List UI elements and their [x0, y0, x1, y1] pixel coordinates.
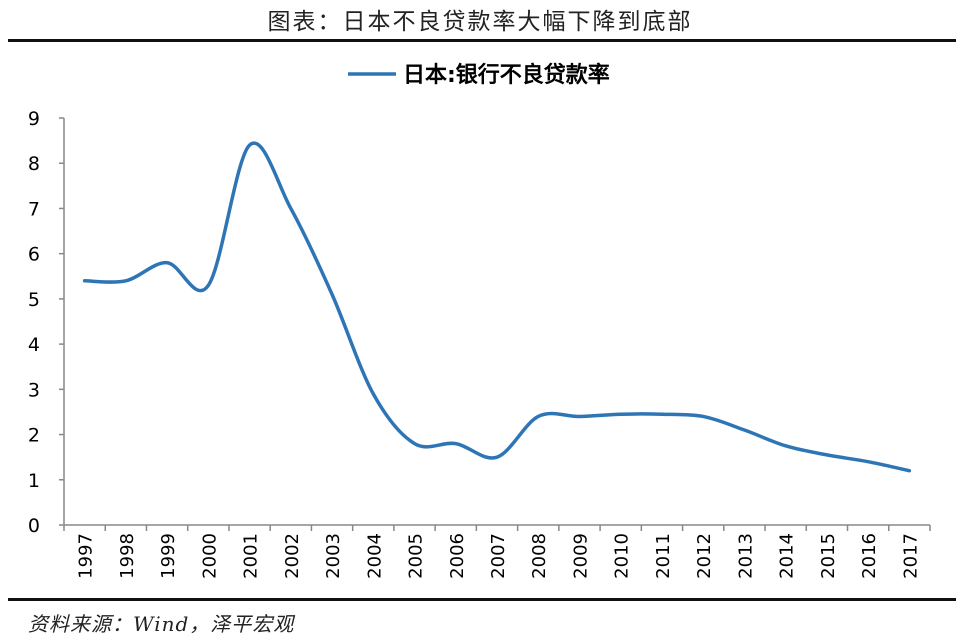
x-tick-label: 2012: [694, 533, 715, 579]
x-tick-label: 2015: [818, 533, 839, 579]
y-tick-label: 3: [28, 379, 40, 401]
data-point: [331, 293, 334, 296]
x-tick-label: 1998: [117, 533, 138, 579]
x-tick-label: 2009: [570, 533, 591, 579]
x-tick-label: 1999: [158, 533, 179, 579]
legend: 日本:银行不良贷款率: [348, 62, 610, 88]
y-axis: 0 1 2 3 4 5 6 7 8 9: [28, 108, 65, 537]
series-layer: [82, 141, 912, 473]
x-tick-label: 2016: [859, 533, 880, 579]
data-point: [825, 453, 828, 456]
x-tick-label: 2007: [488, 533, 509, 579]
data-point: [660, 413, 663, 416]
x-tick-label: 2006: [447, 533, 468, 579]
y-tick-label: 2: [28, 425, 40, 447]
y-tick-label: 8: [28, 153, 40, 175]
legend-label: 日本:银行不良贷款率: [403, 62, 610, 88]
source-note: 资料来源：Wind，泽平宏观: [28, 612, 295, 636]
figure-title: 图表：日本不良贷款率大幅下降到底部: [267, 9, 693, 35]
x-tick-label: 2008: [529, 533, 550, 579]
y-tick-label: 0: [28, 515, 40, 537]
y-tick-label: 9: [28, 108, 40, 130]
data-point: [124, 279, 127, 282]
series-line: [82, 141, 912, 473]
x-axis: 1997 1998 1999 2000 2001 2002 2003 2004 2005 2006…: [63, 524, 931, 579]
y-tick-label: 1: [28, 470, 40, 492]
x-tick-label: 2000: [199, 533, 220, 579]
data-point: [372, 392, 375, 395]
x-tick-label: 2014: [777, 533, 798, 579]
data-point: [908, 469, 911, 472]
x-tick-label: 2003: [323, 533, 344, 579]
data-point: [289, 207, 292, 210]
data-point: [702, 415, 705, 418]
x-tick-label: 2004: [364, 533, 385, 579]
source-rule: [8, 598, 956, 601]
data-point: [207, 284, 210, 287]
x-tick-label: 2011: [653, 533, 674, 579]
data-point: [454, 442, 457, 445]
x-tick-label: 2005: [406, 533, 427, 579]
y-tick-label: 6: [28, 244, 40, 266]
data-point: [248, 144, 251, 147]
y-tick-label: 4: [28, 334, 40, 356]
x-tick-label: 2001: [241, 533, 262, 579]
line-chart: 日本:银行不良贷款率 0 1 2 3 4 5 6 7 8 9 1997 1998 1999 2000 20…: [28, 62, 931, 579]
data-point: [537, 415, 540, 418]
data-point: [743, 429, 746, 432]
data-point: [578, 415, 581, 418]
data-point: [83, 279, 86, 282]
data-point: [867, 460, 870, 463]
x-tick-label: 2010: [612, 533, 633, 579]
x-tick-label: 1997: [76, 533, 97, 579]
x-tick-label: 2013: [735, 533, 756, 579]
x-tick-label: 2017: [900, 533, 921, 579]
data-point: [413, 442, 416, 445]
x-tick-label: 2002: [282, 533, 303, 579]
data-point: [784, 444, 787, 447]
data-point: [496, 456, 499, 459]
data-point: [166, 261, 169, 264]
y-tick-label: 5: [28, 289, 40, 311]
data-point: [619, 413, 622, 416]
y-tick-label: 7: [28, 198, 40, 220]
title-rule: [8, 39, 956, 42]
